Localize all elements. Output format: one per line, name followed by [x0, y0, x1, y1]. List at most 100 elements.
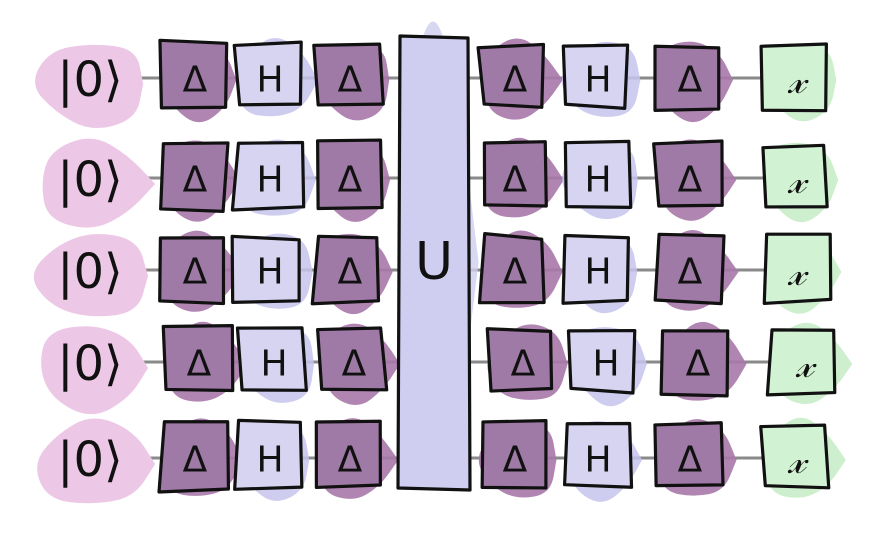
gate-box [653, 232, 726, 306]
gate-box [659, 329, 730, 398]
delta-label: Δ [678, 252, 703, 293]
hadamard-gate-q1: H [561, 43, 630, 110]
gate-box [310, 234, 381, 306]
initial-state-blob [41, 326, 149, 415]
delta-label: Δ [678, 440, 703, 481]
initial-state-q2: |0⟩ [57, 152, 122, 208]
hadamard-gate-q2: H [563, 139, 633, 209]
gate-box [230, 234, 301, 304]
delta-label: Δ [503, 440, 528, 481]
gate-box [480, 419, 548, 490]
hadamard-gate-q4: H [235, 326, 308, 392]
delta-gate-q5: Δ [653, 421, 725, 488]
measurement-gate-q1: 𝓍 [759, 42, 828, 113]
initial-state-q3: |0⟩ [57, 244, 122, 300]
ket-zero-label: |0⟩ [57, 336, 122, 392]
gate-box [316, 138, 384, 211]
initial-state-blob [33, 234, 149, 317]
delta-gate-q2: Δ [482, 140, 548, 208]
delta-gate-q4: Δ [659, 329, 730, 398]
unitary-label: U [415, 232, 453, 292]
hadamard-label: H [584, 440, 611, 481]
delta-label: Δ [503, 160, 528, 201]
delta-label: Δ [686, 344, 711, 385]
delta-label: Δ [338, 252, 363, 293]
ket-zero-label: |0⟩ [57, 52, 122, 108]
unitary-box [396, 34, 472, 492]
measurement-gate-q4: 𝓍 [765, 328, 837, 397]
delta-gate-q3: Δ [310, 234, 381, 306]
gate-box [562, 421, 634, 489]
gate-box [566, 328, 637, 395]
measurement-gate-q3: 𝓍 [762, 232, 833, 306]
gate-box [762, 232, 833, 306]
delta-gate-q1: Δ [312, 42, 385, 107]
gate-box [159, 141, 230, 213]
measurement-gate-q2: 𝓍 [761, 143, 829, 209]
gate-box [652, 139, 724, 208]
delta-gate-q3: Δ [158, 236, 226, 306]
hadamard-gate-q2: H [230, 140, 306, 212]
unitary-layer: U [396, 21, 479, 492]
hadamard-gate-q3: H [561, 233, 630, 305]
delta-gate-q1: Δ [158, 38, 229, 110]
gate-box [653, 44, 721, 112]
gate-box [316, 326, 389, 392]
hadamard-gate-q1: H [232, 40, 303, 107]
gate-box [157, 420, 231, 494]
delta-label: Δ [338, 440, 363, 481]
gate-box [233, 418, 304, 491]
delta-label: Δ [183, 440, 208, 481]
measurement-label: 𝓍 [787, 58, 809, 102]
delta-gate-q4: Δ [316, 326, 389, 392]
hadamard-label: H [260, 344, 287, 385]
delta-label: Δ [183, 252, 208, 293]
measurement-label: 𝓍 [787, 438, 809, 482]
delta-label: Δ [183, 60, 208, 101]
initial-state-blob [42, 138, 156, 228]
hadamard-label: H [592, 344, 619, 385]
gate-box [482, 140, 548, 208]
hadamard-gate-q5: H [562, 421, 634, 489]
measurement-label: 𝓍 [787, 250, 809, 294]
hadamard-label: H [584, 252, 611, 293]
gate-box [476, 42, 546, 109]
delta-gate-q5: Δ [157, 420, 231, 494]
delta-gate-q2: Δ [316, 138, 384, 211]
initial-state-q5: |0⟩ [57, 432, 122, 488]
hadamard-label: H [256, 440, 283, 481]
measurement-label: 𝓍 [795, 342, 817, 386]
hadamard-label: H [584, 160, 611, 201]
delta-label: Δ [187, 344, 212, 385]
delta-gate-q3: Δ [653, 232, 726, 306]
gate-box [563, 139, 633, 209]
hadamard-label: H [256, 160, 283, 201]
unitary-gate-u: U [396, 21, 479, 492]
ket-zero-label: |0⟩ [57, 432, 122, 488]
initial-state-blob [35, 44, 144, 129]
delta-gate-q3: Δ [477, 232, 546, 305]
delta-gate-q5: Δ [480, 419, 548, 490]
gate-box [561, 43, 630, 110]
delta-gate-q2: Δ [652, 139, 724, 208]
delta-label: Δ [338, 160, 363, 201]
gate-box [232, 40, 303, 107]
ket-zero-label: |0⟩ [57, 152, 122, 208]
gate-box [765, 328, 837, 397]
hadamard-label: H [256, 60, 283, 101]
gate-box [161, 324, 235, 393]
delta-label: Δ [338, 60, 363, 101]
initial-state-blob [37, 418, 156, 504]
gate-box [485, 327, 554, 393]
delta-label: Δ [503, 60, 528, 101]
delta-gate-q4: Δ [485, 327, 554, 393]
delta-gate-q2: Δ [159, 141, 230, 213]
gate-box [761, 143, 829, 209]
delta-gate-q5: Δ [314, 419, 382, 490]
delta-label: Δ [503, 252, 528, 293]
gate-box [759, 423, 831, 490]
gate-box [561, 233, 630, 305]
gate-box [477, 232, 546, 305]
